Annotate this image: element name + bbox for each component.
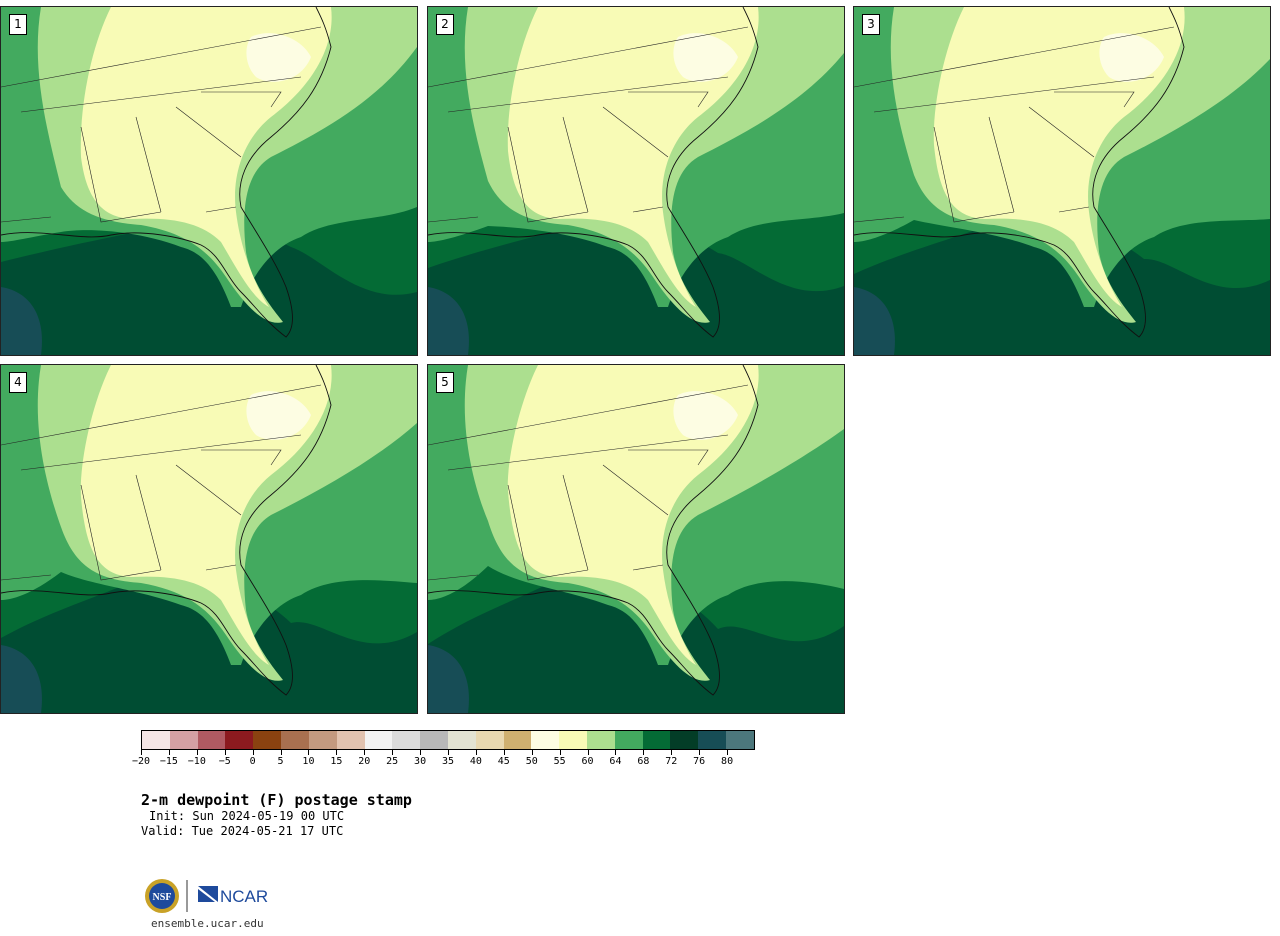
- colorbar-tick-label: −20: [131, 756, 151, 767]
- colorbar-tick-label: 10: [302, 756, 315, 767]
- colorbar-tick: [392, 750, 394, 755]
- postage-stamp-panel: 1: [0, 6, 418, 356]
- colorbar-swatch: [281, 731, 309, 749]
- colorbar-tick: [308, 750, 310, 755]
- colorbar-tick: [503, 750, 505, 755]
- colorbar-tick: [475, 750, 477, 755]
- colorbar-tick-label: 30: [414, 756, 427, 767]
- colorbar-tick-label: −10: [187, 756, 206, 767]
- site-url: ensemble.ucar.edu: [151, 917, 264, 930]
- dewpoint-map: [1, 7, 417, 355]
- member-number-label: 1: [9, 14, 27, 35]
- member-number-label: 4: [9, 372, 27, 393]
- colorbar-tick-label: 50: [525, 756, 538, 767]
- colorbar-tick-label: 0: [249, 756, 256, 767]
- nsf-ncar-logo: NSF NCAR: [143, 877, 273, 917]
- colorbar-swatch: [364, 731, 393, 749]
- nsf-logo-text: NSF: [153, 892, 172, 903]
- dewpoint-map: [428, 7, 844, 355]
- colorbar-tick: [448, 750, 449, 755]
- colorbar-swatch: [392, 731, 421, 749]
- colorbar-tick-label: 45: [497, 756, 510, 767]
- postage-stamp-panel: 3: [853, 6, 1271, 356]
- colorbar-swatch: [197, 731, 226, 749]
- colorbar-tick: [336, 750, 338, 755]
- colorbar-tick: [699, 750, 701, 755]
- postage-stamp-panel: 2: [427, 6, 845, 356]
- colorbar-tick-label: 60: [581, 756, 594, 767]
- colorbar-tick: [196, 750, 198, 755]
- colorbar-swatch: [142, 731, 170, 749]
- colorbar-swatch: [670, 731, 699, 749]
- colorbar-swatch: [503, 731, 532, 749]
- colorbar-tick: [141, 750, 142, 755]
- colorbar-tick-label: −15: [159, 756, 178, 767]
- colorbar-tick-label: 35: [441, 756, 455, 767]
- colorbar-tick: [168, 750, 170, 755]
- colorbar-swatch: [169, 731, 198, 749]
- dewpoint-map: [428, 365, 844, 713]
- dewpoint-map: [854, 7, 1270, 355]
- plot-title: 2-m dewpoint (F) postage stamp: [141, 791, 412, 809]
- colorbar-tick-label: 5: [277, 756, 284, 767]
- colorbar-tick-label: 76: [693, 756, 706, 767]
- colorbar-swatch: [308, 731, 337, 749]
- colorbar-tick: [364, 750, 366, 755]
- colorbar-tick-label: 64: [609, 756, 622, 767]
- colorbar-tick-label: 55: [553, 756, 566, 767]
- colorbar-tick-label: 72: [665, 756, 678, 767]
- colorbar-tick: [531, 750, 533, 755]
- valid-time: Valid: Tue 2024-05-21 17 UTC: [141, 824, 344, 838]
- colorbar-swatch: [253, 731, 282, 749]
- colorbar-swatch: [559, 731, 587, 749]
- colorbar-swatch: [531, 731, 560, 749]
- colorbar-tick-label: 15: [330, 756, 343, 767]
- colorbar-tick: [615, 750, 617, 755]
- colorbar-swatch: [225, 731, 254, 749]
- colorbar-swatch: [420, 731, 448, 749]
- colorbar: [141, 730, 755, 750]
- colorbar-swatch: [587, 731, 615, 749]
- member-number-label: 2: [436, 14, 454, 35]
- colorbar-tick: [280, 750, 282, 755]
- colorbar-swatch: [475, 731, 504, 749]
- colorbar-tick-label: 80: [721, 756, 734, 767]
- ncar-logo-text: NCAR: [220, 887, 268, 906]
- member-number-label: 3: [862, 14, 880, 35]
- colorbar-swatch: [614, 731, 643, 749]
- colorbar-swatch: [336, 731, 365, 749]
- colorbar-tick-label: −5: [218, 756, 231, 767]
- colorbar-tick-label: 20: [358, 756, 371, 767]
- colorbar-tick: [559, 750, 561, 755]
- postage-stamp-panel: 4: [0, 364, 418, 714]
- colorbar-tick-label: 40: [469, 756, 482, 767]
- colorbar-tick: [727, 750, 729, 755]
- colorbar-tick: [224, 750, 226, 755]
- colorbar-ticks: −20 −15 −10 −5 0 5 10 15 20 25 30 35 40 45 50 55 60 64 68 7…: [132, 750, 755, 770]
- colorbar-tick: [252, 750, 254, 755]
- colorbar-tick: [420, 750, 422, 755]
- colorbar-tick: [643, 750, 645, 755]
- dewpoint-map: [1, 365, 417, 713]
- colorbar-tick: [671, 750, 673, 755]
- colorbar-tick-label: 68: [637, 756, 650, 767]
- colorbar-swatch: [726, 731, 754, 749]
- colorbar-swatch: [698, 731, 727, 749]
- init-time: Init: Sun 2024-05-19 00 UTC: [149, 809, 345, 823]
- colorbar-tick-label: 25: [386, 756, 399, 767]
- colorbar-swatch: [447, 731, 476, 749]
- colorbar-tick: [587, 750, 589, 755]
- member-number-label: 5: [436, 372, 454, 393]
- colorbar-swatch: [642, 731, 671, 749]
- postage-stamp-panel: 5: [427, 364, 845, 714]
